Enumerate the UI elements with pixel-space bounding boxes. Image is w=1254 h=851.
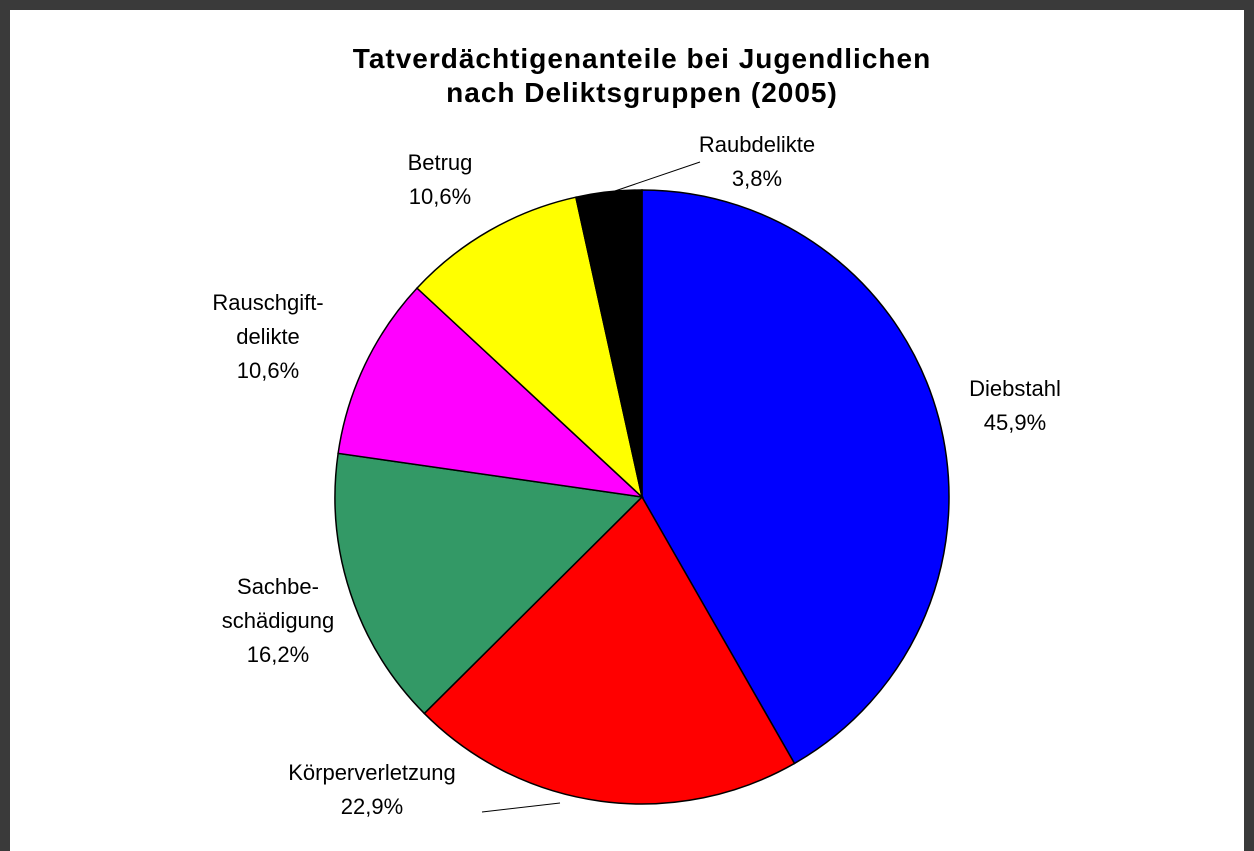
- slice-label: Sachbe-schädigung: [222, 574, 335, 633]
- pie-slice: [334, 452, 644, 715]
- pie-slice: [415, 196, 644, 500]
- slice-value-label: 45,9%: [984, 410, 1046, 435]
- leader-line: [611, 161, 701, 193]
- slice-label: Diebstahl: [969, 376, 1061, 401]
- leader-line: [481, 802, 561, 813]
- chart-title: Tatverdächtigenanteile bei Jugendlichen n…: [353, 43, 931, 108]
- pie-slice: [423, 495, 796, 805]
- slice-label: Betrug: [408, 150, 473, 175]
- pie-slice: [641, 189, 950, 765]
- pie-slice: [574, 189, 643, 498]
- slice-value-label: 22,9%: [341, 794, 403, 819]
- slice-label: Rauschgift-delikte: [212, 290, 323, 349]
- slice-value-label: 16,2%: [247, 642, 309, 667]
- slice-label: Raubdelikte: [699, 132, 815, 157]
- slice-value-label: 10,6%: [237, 358, 299, 383]
- slice-value-label: 3,8%: [732, 166, 782, 191]
- slice-value-label: 10,6%: [409, 184, 471, 209]
- pie-slice: [337, 287, 645, 499]
- slice-label: Körperverletzung: [288, 760, 456, 785]
